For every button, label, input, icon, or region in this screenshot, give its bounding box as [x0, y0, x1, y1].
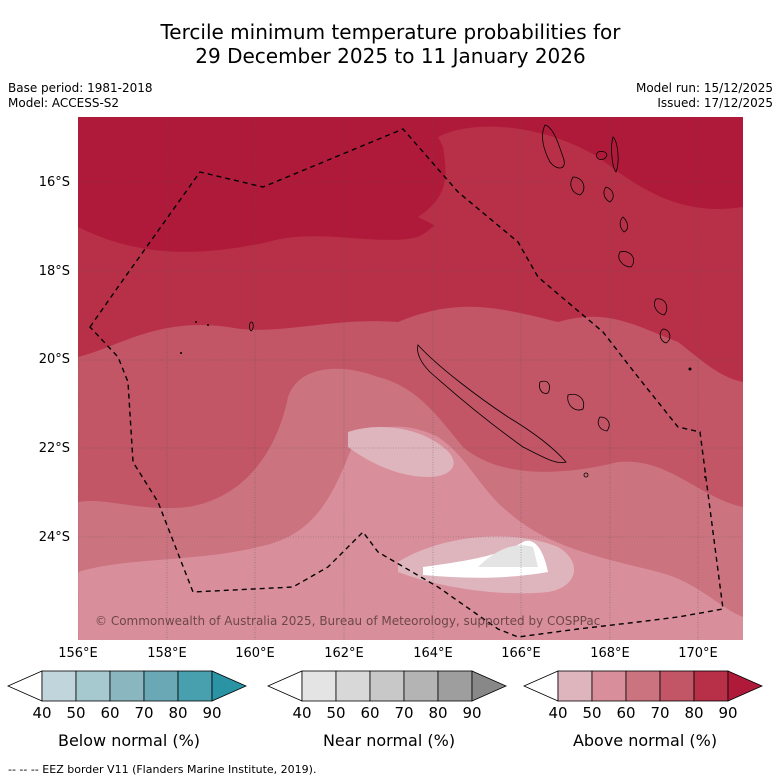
above-cbar-under-triangle: [523, 670, 559, 702]
below-cbar-segment: [41, 670, 77, 702]
near-cbar-tick: 80: [428, 704, 448, 722]
base-period: Base period: 1981-2018: [8, 81, 153, 95]
near-cbar-tick: 50: [326, 704, 346, 722]
hunter-island: [704, 476, 706, 478]
lon-label-166e: 166°E: [501, 646, 541, 661]
lon-label-168e: 168°E: [590, 646, 630, 661]
below-cbar-tick: 80: [168, 704, 188, 722]
near-cbar-segment: [369, 670, 405, 702]
vanuatu-epi: [619, 216, 629, 233]
chart-title-line1: Tercile minimum temperature probabilitie…: [160, 20, 621, 44]
model-name: Model: ACCESS-S2: [8, 96, 120, 110]
map-copyright: © Commonwealth of Australia 2025, Bureau…: [95, 614, 601, 628]
prob-zone-40-a: [348, 427, 454, 477]
below-cbar-tick: 70: [134, 704, 154, 722]
near-cbar-segment: [437, 670, 473, 702]
above-cbar-segment: [557, 670, 593, 702]
lat-label-22s: 22°S: [38, 441, 70, 456]
vanuatu-espiritu-santo: [542, 124, 565, 169]
above-cbar-tick: 50: [582, 704, 602, 722]
near-cbar-over-triangle: [471, 670, 507, 702]
lat-label-16s: 16°S: [38, 175, 70, 190]
near-cbar-tick: 60: [360, 704, 380, 722]
near-cbar-segment: [301, 670, 337, 702]
below-cbar-segment: [109, 670, 145, 702]
issued-date: Issued: 17/12/2025: [657, 96, 773, 110]
near-normal-zone: [478, 545, 538, 567]
near-cbar-tick: 70: [394, 704, 414, 722]
vanuatu-efate: [618, 251, 635, 268]
below-cbar-segment: [75, 670, 111, 702]
near-normal-label: Near normal (%): [322, 731, 456, 750]
vanuatu-erromango: [654, 298, 668, 316]
islet-dot-1: [195, 321, 197, 323]
map-svg: [78, 117, 743, 640]
lon-label-158e: 158°E: [147, 646, 187, 661]
above-normal-label: Above normal (%): [572, 731, 718, 750]
near-cbar-tick: 90: [462, 704, 482, 722]
loyalty-island-3: [597, 416, 610, 432]
above-cbar-tick: 80: [684, 704, 704, 722]
vanuatu-pentecost: [611, 136, 619, 173]
loyalty-island-1: [539, 380, 550, 394]
above-cbar-tick: 40: [548, 704, 568, 722]
above-cbar-over-triangle: [727, 670, 763, 702]
islet-dot-3: [180, 352, 182, 354]
above-cbar-segment: [659, 670, 695, 702]
above-cbar-segment: [625, 670, 661, 702]
below-cbar-under-triangle: [7, 670, 43, 702]
colorbars: [7, 670, 763, 702]
eez-footnote: -- -- -- EEZ border V11 (Flanders Marine…: [8, 763, 317, 776]
below-cbar-segment: [143, 670, 179, 702]
below-cbar-tick: 90: [202, 704, 222, 722]
below-cbar-over-triangle: [211, 670, 247, 702]
lon-label-162e: 162°E: [324, 646, 364, 661]
below-cbar-tick: 40: [32, 704, 52, 722]
near-cbar-under-triangle: [267, 670, 303, 702]
vanuatu-tanna: [659, 328, 671, 344]
lat-label-18s: 18°S: [38, 264, 70, 279]
vanuatu-ambrym: [603, 186, 614, 203]
lon-label-164e: 164°E: [413, 646, 453, 661]
islet-dot-2: [207, 324, 209, 326]
near-cbar-segment: [335, 670, 371, 702]
eez-border: [89, 128, 724, 638]
lon-label-170e: 170°E: [678, 646, 718, 661]
prob-zone-50: [78, 426, 743, 640]
new-caledonia-island: [417, 344, 567, 464]
above-cbar-tick: 70: [650, 704, 670, 722]
near-cbar-segment: [403, 670, 439, 702]
above-cbar-segment: [591, 670, 627, 702]
below-normal-label: Below normal (%): [57, 731, 201, 750]
above-cbar-tick: 90: [718, 704, 738, 722]
near-cbar-tick: 40: [292, 704, 312, 722]
walpole-island: [583, 472, 589, 478]
vanuatu-island-2: [596, 151, 608, 160]
model-run: Model run: 15/12/2025: [635, 81, 773, 95]
prob-zone-80b: [418, 143, 548, 237]
lon-label-156e: 156°E: [58, 646, 98, 661]
lat-label-20s: 20°S: [38, 352, 70, 367]
matthew-island: [688, 367, 692, 371]
map-panel: © Commonwealth of Australia 2025, Bureau…: [78, 117, 743, 640]
lat-label-24s: 24°S: [38, 530, 70, 545]
above-cbar-tick: 60: [616, 704, 636, 722]
vanuatu-malakula: [570, 176, 585, 196]
loyalty-island-2: [567, 393, 585, 411]
below-cbar-tick: 50: [66, 704, 86, 722]
above-cbar-segment: [693, 670, 729, 702]
lon-label-160e: 160°E: [235, 646, 275, 661]
below-cbar-tick: 60: [100, 704, 120, 722]
chart-title-line2: 29 December 2025 to 11 January 2026: [195, 44, 586, 68]
below-cbar-segment: [177, 670, 213, 702]
gridlines: [78, 117, 743, 640]
chesterfield-islet: [249, 321, 254, 332]
